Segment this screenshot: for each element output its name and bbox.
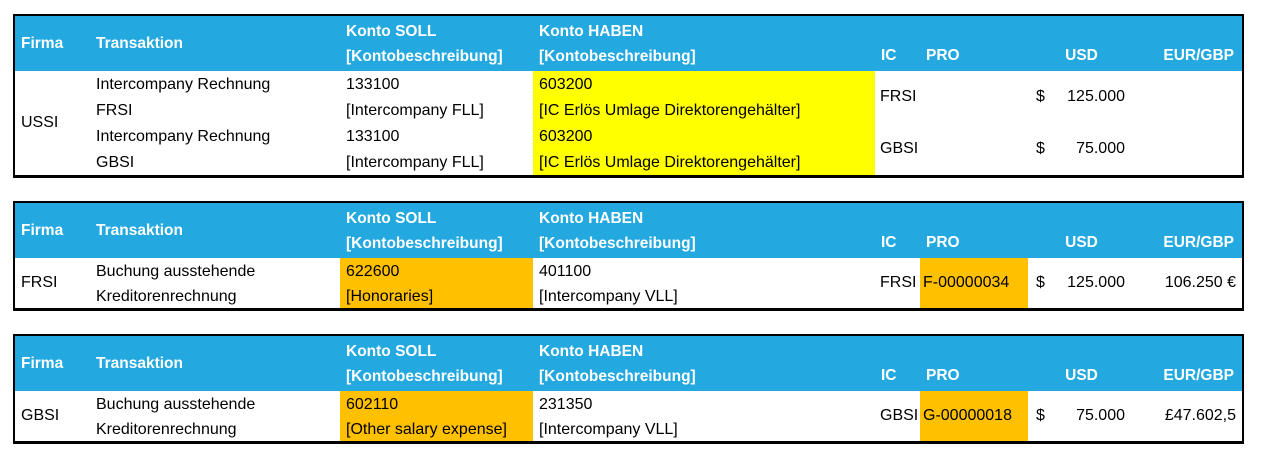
table-ussi-header-row: Firma Transaktion Konto SOLL [Kontobesch…	[15, 16, 1242, 71]
cell-ic: FRSI GBSI	[875, 71, 920, 175]
cell-eur-gbp	[1135, 71, 1242, 175]
cell-ic: FRSI	[880, 274, 917, 291]
pro-value	[920, 123, 1028, 175]
header-konto-soll: Konto SOLL [Kontobeschreibung]	[346, 209, 503, 252]
header-konto-soll: Konto SOLL [Kontobeschreibung]	[346, 22, 503, 65]
cell-eur-gbp: £47.602,5	[1164, 407, 1236, 424]
header-konto-soll: Konto SOLL [Kontobeschreibung]	[346, 342, 503, 385]
table-frsi: Firma Transaktion Konto SOLL [Kontobesch…	[13, 201, 1244, 311]
header-transaktion: Transaktion	[90, 16, 340, 71]
header-pro: PRO	[926, 47, 960, 64]
cell-transaktion: Buchung ausstehende Kreditorenrechnung	[96, 396, 256, 438]
cell-konto-haben: 401100 [Intercompany VLL]	[539, 263, 678, 305]
cell-pro-highlighted: F-00000034	[920, 258, 1028, 308]
cell-transaktion: Buchung ausstehende Kreditorenrechnung	[96, 263, 256, 305]
table-frsi-body: FRSI Buchung ausstehende Kreditorenrechn…	[15, 258, 1242, 308]
pro-value	[920, 71, 1028, 123]
header-firma: Firma	[21, 355, 64, 372]
table-ussi: Firma Transaktion Konto SOLL [Kontobesch…	[13, 14, 1244, 178]
eur-gbp-value	[1135, 71, 1242, 123]
header-usd: USD	[1065, 367, 1098, 384]
cell-konto-haben-highlighted: 603200 [IC Erlös Umlage Direktorengehält…	[533, 71, 875, 175]
currency-symbol: $	[1036, 140, 1045, 157]
cell-firma: GBSI	[21, 407, 60, 424]
currency-symbol: $	[1036, 274, 1045, 291]
cell-pro-highlighted: G-00000018	[920, 391, 1028, 441]
header-ic: IC	[881, 234, 897, 251]
header-transaktion: Transaktion	[96, 355, 183, 372]
usd-value: $ 125.000	[1036, 88, 1125, 105]
ic-value: FRSI	[880, 88, 917, 105]
eur-gbp-value	[1135, 123, 1242, 175]
cell-firma: USSI	[21, 114, 59, 131]
cell-konto-soll: 133100 [Intercompany FLL] 133100 [Interc…	[346, 76, 484, 171]
header-firma: Firma	[15, 16, 90, 71]
header-konto-haben: Konto HABEN [Kontobeschreibung]	[539, 209, 696, 252]
header-firma: Firma	[21, 222, 64, 239]
table-gbsi-header-row: Firma Transaktion Konto SOLL [Kontobesch…	[15, 336, 1242, 391]
cell-eur-gbp: 106.250 €	[1164, 274, 1236, 291]
cell-konto-haben: 231350 [Intercompany VLL]	[539, 396, 678, 438]
header-ic: IC	[881, 367, 897, 384]
header-eur-gbp: EUR/GBP	[1163, 367, 1234, 384]
header-firma-label: Firma	[21, 35, 64, 52]
cell-usd: $ 125.000 $ 75.000	[1028, 71, 1135, 175]
table-ussi-body: USSI Intercompany Rechnung FRSI Intercom…	[15, 71, 1242, 175]
header-usd: USD	[1065, 47, 1098, 64]
header-konto-haben: Konto HABEN [Kontobeschreibung]	[539, 22, 696, 65]
table-gbsi-body: GBSI Buchung ausstehende Kreditorenrechn…	[15, 391, 1242, 441]
header-eur-gbp: EUR/GBP	[1163, 47, 1234, 64]
cell-konto-soll-highlighted: 602110 [Other salary expense]	[340, 391, 533, 441]
usd-value: $ 75.000	[1036, 140, 1125, 157]
currency-symbol: $	[1036, 88, 1045, 105]
cell-usd: $ 75.000	[1036, 407, 1125, 424]
currency-symbol: $	[1036, 407, 1045, 424]
table-gbsi: Firma Transaktion Konto SOLL [Kontobesch…	[13, 334, 1244, 444]
header-pro: PRO	[926, 234, 960, 251]
table-frsi-header-row: Firma Transaktion Konto SOLL [Kontobesch…	[15, 203, 1242, 258]
header-eur-gbp: EUR/GBP	[1163, 234, 1234, 251]
cell-ic: GBSI	[880, 407, 919, 424]
cell-pro	[920, 71, 1028, 175]
header-transaktion: Transaktion	[96, 222, 183, 239]
cell-usd: $ 125.000	[1036, 274, 1125, 291]
cell-konto-soll-highlighted: 622600 [Honoraries]	[340, 258, 533, 308]
header-konto-haben: Konto HABEN [Kontobeschreibung]	[539, 342, 696, 385]
ic-value: GBSI	[880, 140, 919, 157]
header-pro: PRO	[926, 367, 960, 384]
header-usd: USD	[1065, 234, 1098, 251]
header-transaktion-label: Transaktion	[96, 35, 183, 52]
header-ic: IC	[881, 47, 897, 64]
cell-transaktion: Intercompany Rechnung FRSI Intercompany …	[96, 76, 271, 171]
cell-firma: FRSI	[21, 274, 58, 291]
